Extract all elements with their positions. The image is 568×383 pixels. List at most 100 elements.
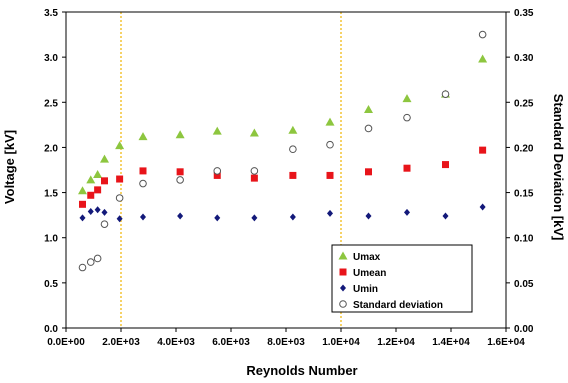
point-umean	[139, 167, 147, 175]
y2-tick-label: 0.35	[514, 8, 534, 19]
point-umean	[365, 168, 372, 176]
legend-label-standard-deviation: Standard deviation	[353, 300, 443, 311]
point-umin	[116, 215, 123, 223]
x-tick-label: 2.0E+03	[102, 337, 140, 348]
legend-marker-umax	[338, 251, 348, 260]
point-umax	[478, 54, 488, 63]
point-umean	[326, 171, 334, 179]
x-axis-ticks: 0.0E+00 2.0E+03 4.0E+03 6.0E+03 8.0E+03 1.0E+…	[47, 328, 525, 348]
point-standard-deviation	[403, 113, 411, 122]
point-umin	[479, 203, 486, 211]
x-axis-title: Reynolds Number	[246, 363, 357, 378]
point-umin	[214, 214, 221, 222]
point-umin	[251, 214, 258, 222]
point-standard-deviation	[86, 258, 95, 266]
y2-tick-label: 0.30	[514, 53, 534, 64]
point-standard-deviation	[78, 263, 87, 272]
legend: Umax Umean Umin Standard deviation	[331, 244, 473, 313]
point-standard-deviation	[250, 167, 259, 175]
y-tick-label: 3.0	[44, 53, 58, 64]
point-umax	[402, 94, 412, 103]
point-umean	[403, 164, 411, 172]
point-umean	[289, 171, 297, 179]
legend-label-umin: Umin	[353, 284, 378, 295]
x-tick-label: 1.0E+04	[322, 337, 360, 348]
point-umin	[140, 213, 146, 221]
point-standard-deviation	[441, 90, 450, 98]
point-standard-deviation	[478, 30, 487, 39]
y2-tick-label: 0.00	[514, 324, 534, 335]
y2-tick-label: 0.25	[514, 98, 534, 109]
point-standard-deviation	[213, 167, 222, 175]
legend-marker-umean	[339, 268, 347, 276]
point-umin	[289, 213, 296, 221]
point-standard-deviation	[100, 220, 109, 228]
point-umean	[479, 146, 487, 154]
y-tick-label: 0.5	[44, 279, 58, 290]
legend-label-umax: Umax	[353, 252, 381, 263]
x-tick-label: 1.4E+04	[432, 337, 470, 348]
legend-label-umean: Umean	[353, 268, 386, 279]
y-tick-label: 1.0	[44, 234, 58, 245]
point-umean	[87, 191, 95, 199]
point-umean	[101, 177, 108, 185]
point-standard-deviation	[289, 145, 297, 154]
point-standard-deviation	[93, 254, 102, 263]
point-standard-deviation	[139, 179, 147, 188]
point-umean	[176, 168, 184, 176]
point-standard-deviation	[364, 124, 373, 133]
legend-marker-umin	[340, 284, 346, 292]
y-axis-title: Voltage [kV]	[2, 130, 17, 204]
point-standard-deviation	[115, 194, 124, 202]
y2-tick-label: 0.15	[514, 189, 534, 200]
point-umax	[93, 170, 103, 179]
x-tick-label: 1.6E+04	[487, 337, 525, 348]
point-umax	[364, 105, 373, 114]
point-umean	[250, 174, 258, 182]
point-umax	[212, 126, 222, 135]
point-umean	[213, 171, 221, 179]
point-umax	[86, 175, 96, 184]
point-umax	[175, 130, 185, 139]
x-tick-label: 1.2E+04	[377, 337, 415, 348]
point-umin	[94, 206, 101, 214]
point-umax	[115, 141, 125, 150]
y-tick-label: 3.5	[44, 8, 58, 19]
x-tick-label: 6.0E+03	[212, 337, 250, 348]
y-tick-label: 1.5	[44, 189, 58, 200]
legend-box	[331, 244, 473, 313]
point-umax	[78, 186, 87, 195]
point-standard-deviation	[326, 140, 334, 149]
point-umin	[79, 214, 86, 222]
point-umin	[365, 212, 372, 220]
y-tick-label: 2.5	[44, 98, 58, 109]
x-tick-label: 4.0E+03	[157, 337, 195, 348]
y2-axis-title: Standard Deviation [kV]	[551, 94, 566, 241]
point-umax	[249, 128, 259, 137]
y2-tick-label: 0.10	[514, 234, 534, 245]
data-marks	[78, 30, 488, 272]
y2-axis-ticks: 0.00 0.05 0.10 0.15 0.20 0.25 0.30 0.35	[506, 8, 534, 335]
y2-tick-label: 0.05	[514, 279, 534, 290]
point-umean	[79, 200, 86, 208]
point-standard-deviation	[176, 176, 184, 184]
y-tick-label: 2.0	[44, 143, 58, 154]
point-umin	[404, 208, 410, 216]
y-tick-label: 0.0	[44, 324, 58, 335]
point-umax	[325, 117, 335, 126]
point-umin	[327, 209, 333, 217]
reference-lines	[120, 12, 342, 328]
point-umean	[116, 175, 124, 183]
point-umin	[101, 208, 108, 216]
y-axis-ticks: 0.0 0.5 1.0 1.5 2.0 2.5 3.0 3.5	[44, 8, 66, 335]
point-umax	[138, 132, 148, 141]
point-umin	[177, 212, 184, 220]
point-umin	[87, 208, 94, 216]
point-umin	[442, 212, 449, 220]
point-umax	[100, 154, 109, 163]
y2-tick-label: 0.20	[514, 143, 534, 154]
point-umean	[442, 161, 449, 169]
x-tick-label: 0.0E+00	[47, 337, 85, 348]
x-tick-label: 8.0E+03	[267, 337, 305, 348]
